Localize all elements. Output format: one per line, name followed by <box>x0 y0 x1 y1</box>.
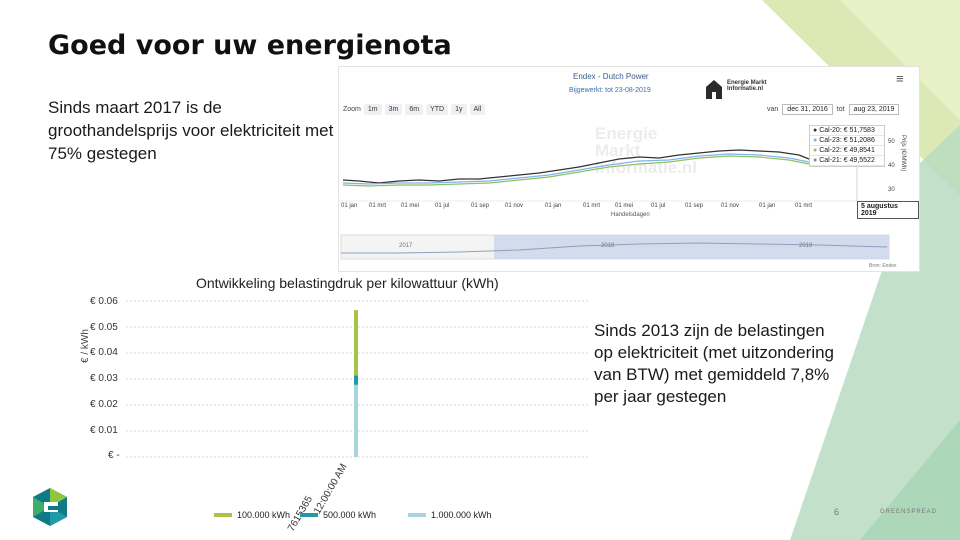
endex-brand: Energie Markt Informatie.nl <box>727 80 767 92</box>
tooltip-row: ● Cal-22: € 49,8541 <box>810 146 884 156</box>
page-number: 6 <box>834 507 840 517</box>
y-tick: 30 <box>888 187 895 193</box>
tooltip-label: Cal-21 <box>819 157 840 164</box>
y-tick-label: € 0.06 <box>90 296 118 307</box>
tooltip-row: ● Cal-23: € 51,2086 <box>810 136 884 146</box>
zoom-option[interactable]: 6m <box>405 104 424 115</box>
range-from-input[interactable]: dec 31, 2016 <box>782 104 833 115</box>
y-tick: 40 <box>888 163 895 169</box>
x-tick: 01 nov <box>505 203 524 209</box>
price-series-line <box>342 153 810 185</box>
navigator-year: 2017 <box>399 243 413 249</box>
y-tick-label: € 0.01 <box>90 425 118 436</box>
legend-swatch <box>214 513 232 517</box>
footer-brand: GREENSPREAD <box>880 509 938 515</box>
tooltip-value: € 49,5522 <box>843 157 875 164</box>
y-tick-label: € 0.05 <box>90 322 118 333</box>
y-tick: 50 <box>888 139 895 145</box>
legend-item: 500.000 kWh <box>300 510 376 520</box>
tooltip-value: € 51,2086 <box>843 137 875 144</box>
x-tick: 01 jan <box>545 203 562 209</box>
y-tick-label: € 0.04 <box>90 347 118 358</box>
y-tick-label: € - <box>108 450 120 461</box>
greenspread-logo-icon <box>33 488 67 526</box>
band-bottom-mint <box>860 420 960 540</box>
tooltip-label: Cal-23 <box>819 137 840 144</box>
x-tick: 01 sep <box>471 203 490 209</box>
endex-y-axis-title: Prijs (€/MWh) <box>900 135 906 172</box>
endex-tooltip: ● Cal-20: € 51,7583 ● Cal-23: € 51,2086 … <box>809 125 885 167</box>
legend-label: 500.000 kWh <box>323 510 377 520</box>
navigator-year: 2019 <box>799 243 813 249</box>
x-tick: 01 mrt <box>369 203 387 209</box>
legend-swatch <box>408 513 426 517</box>
zoom-option[interactable]: 3m <box>384 104 403 115</box>
band-top-pale <box>840 0 960 120</box>
y-tick-label: € 0.02 <box>90 399 118 410</box>
navigator-year: 2018 <box>601 243 615 249</box>
x-tick: 01 jul <box>435 203 450 209</box>
endex-price-chart: Endex - Dutch Power Bijgewerkt: tot 23-0… <box>338 66 920 272</box>
x-tick: 01 mrt <box>583 203 601 209</box>
zoom-option[interactable]: 1y <box>451 104 467 115</box>
legend-swatch <box>300 513 318 517</box>
legend-label: 1.000.000 kWh <box>431 510 492 520</box>
watermark-line: Markt <box>595 141 641 160</box>
tax-increase-text: Sinds 2013 zijn de belastingen op elektr… <box>594 321 835 406</box>
tax-bar-chart <box>126 300 588 458</box>
y-tick-label: € 0.03 <box>90 373 118 384</box>
zoom-option[interactable]: YTD <box>426 104 449 115</box>
tooltip-row: ● Cal-20: € 51,7583 <box>810 126 884 136</box>
range-to-label: tot <box>836 106 845 113</box>
bar-1000000kwh <box>354 384 358 457</box>
x-tick: 01 sep <box>685 203 704 209</box>
tooltip-label: Cal-20 <box>819 127 840 134</box>
navigator[interactable] <box>339 233 919 261</box>
x-tick: 01 jan <box>759 203 776 209</box>
chart-title: Ontwikkeling belastingdruk per kilowattu… <box>196 275 499 291</box>
hamburger-icon[interactable]: ≡ <box>896 71 904 86</box>
tooltip-row: ● Cal-21: € 49,5522 <box>810 156 884 166</box>
brand-logo-icon <box>706 80 722 99</box>
legend-item: 100.000 kWh <box>214 510 290 520</box>
price-series-line <box>342 155 810 187</box>
page-title: Goed voor uw energienota <box>48 30 452 61</box>
zoom-option[interactable]: 1m <box>363 104 382 115</box>
endex-title: Endex - Dutch Power <box>573 72 649 81</box>
range-to-input[interactable]: aug 23, 2019 <box>848 104 900 115</box>
x-tick: 01 nov <box>721 203 740 209</box>
tooltip-value: € 49,8541 <box>843 147 875 154</box>
x-tick: 01 mei <box>615 203 634 209</box>
date-range: van dec 31, 2016 tot aug 23, 2019 <box>767 104 900 115</box>
range-from-label: van <box>767 106 779 113</box>
legend-label: 100.000 kWh <box>237 510 291 520</box>
tooltip-value: € 51,7583 <box>843 127 875 134</box>
watermark-line: Energie <box>595 124 658 143</box>
legend-item: 1.000.000 kWh <box>408 510 492 520</box>
navigator-line <box>341 242 888 254</box>
zoom-controls: Zoom 1m 3m 6m YTD 1y All <box>343 104 486 115</box>
x-tick: 01 jan <box>341 203 358 209</box>
x-tick: 01 jul <box>651 203 666 209</box>
endex-credit: Bron: Endex <box>869 263 897 269</box>
zoom-option[interactable]: All <box>469 104 486 115</box>
zoom-label: Zoom <box>343 106 361 113</box>
tooltip-label: Cal-22 <box>819 147 840 154</box>
endex-x-axis-title: Handelsdagen <box>611 212 650 218</box>
crosshair-date-label: 5 augustus 2019 <box>857 201 919 219</box>
x-tick: 01 mrt <box>795 203 813 209</box>
price-series-line <box>342 149 810 184</box>
lead-text: Sinds maart 2017 is de groothandelsprijs… <box>48 98 334 163</box>
endex-updated: Bijgewerkt: tot 23-08-2019 <box>569 87 651 94</box>
x-tick: 01 mei <box>401 203 420 209</box>
